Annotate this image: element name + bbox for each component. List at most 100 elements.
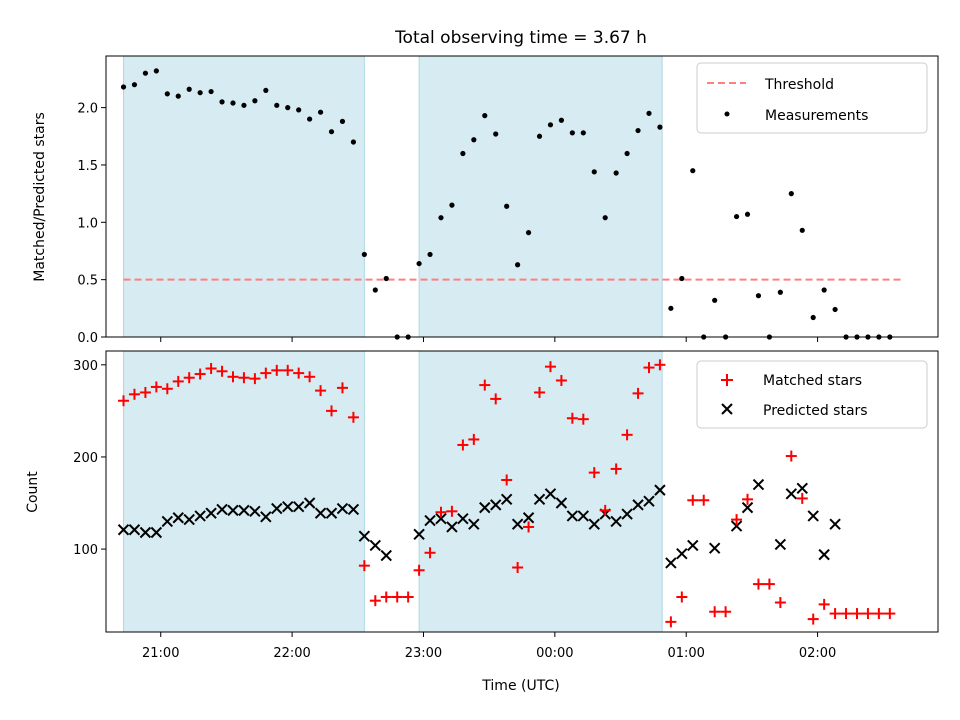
measurement-point (438, 215, 444, 221)
legend-threshold-label: Threshold (764, 77, 834, 93)
matched-star-point (687, 494, 699, 506)
measurement-point (788, 191, 794, 197)
legend-measurements-swatch (724, 111, 730, 117)
matched-star-point (183, 372, 195, 384)
matched-star-point (523, 521, 535, 533)
legend-predicted-swatch (721, 403, 733, 415)
bottom-y-tick-label: 100 (73, 543, 98, 558)
measurement-point (810, 314, 816, 321)
matched-star-point (818, 598, 830, 610)
matched-star-point (512, 562, 524, 574)
predicted-star-point (435, 512, 447, 525)
matched-star-point (698, 494, 710, 506)
chart-title: Total observing time = 3.67 h (394, 28, 647, 48)
predicted-star-point (205, 507, 217, 519)
matched-star-point (884, 608, 896, 620)
matched-star-point (424, 547, 436, 559)
top-y-tick-label: 0.0 (77, 331, 98, 346)
predicted-star-point (172, 512, 184, 524)
matched-star-point (315, 385, 327, 397)
measurement-point (821, 287, 827, 293)
matched-star-point (336, 382, 348, 394)
predicted-star-point (665, 557, 677, 569)
observing-band (123, 350, 365, 633)
matched-star-point (643, 362, 655, 374)
measurement-point (131, 82, 138, 88)
matched-star-point (720, 606, 732, 618)
predicted-star-point (632, 499, 644, 511)
measurement-point (120, 84, 127, 90)
matched-star-point (599, 504, 611, 516)
measurement-point (361, 251, 367, 258)
top-y-tick-label: 2.0 (77, 102, 98, 117)
measurement-point (252, 98, 258, 104)
predicted-star-point (774, 538, 787, 551)
predicted-star-point (238, 504, 250, 517)
matched-star-point (763, 578, 775, 590)
measurement-point (285, 105, 291, 111)
predicted-star-point (818, 548, 830, 561)
matched-star-point (534, 386, 546, 398)
x-tick-label: 00:00 (536, 646, 573, 661)
matched-star-point (413, 564, 425, 576)
matched-star-point (358, 560, 370, 572)
predicted-star-point (544, 488, 557, 500)
measurement-point (449, 202, 455, 208)
measurement-point (416, 260, 422, 267)
top-legend: Threshold Measurements (696, 62, 928, 134)
measurement-point (186, 86, 192, 92)
predicted-star-point (829, 518, 841, 530)
measurement-point (679, 275, 685, 282)
top-panel: Total observing time = 3.67 h Matched/Pr… (32, 28, 939, 346)
matched-star-point (402, 591, 414, 603)
predicted-star-point (380, 549, 392, 562)
measurement-point (274, 102, 280, 108)
measurement-point (153, 68, 159, 74)
measurement-point (755, 293, 762, 299)
matched-star-point (665, 616, 677, 628)
measurement-point (307, 116, 313, 122)
matched-star-point (490, 393, 502, 405)
measurement-points (120, 68, 893, 340)
matched-star-point (128, 388, 140, 400)
predicted-star-point (413, 528, 425, 541)
predicted-star-point (566, 510, 579, 522)
bottom-plot-frame (105, 350, 939, 633)
measurement-point (504, 203, 510, 209)
matched-star-point (873, 608, 885, 620)
predicted-star-point (358, 530, 371, 542)
predicted-star-point (282, 500, 294, 513)
predicted-star-point (730, 520, 743, 532)
matched-star-point (304, 371, 316, 383)
measurement-point (219, 99, 225, 105)
top-legend-box (696, 62, 928, 134)
matched-star-point (785, 450, 797, 462)
measurement-point (591, 169, 597, 175)
predicted-star-point (708, 542, 721, 554)
measurement-point (536, 133, 543, 139)
bottom-legend: Matched stars Predicted stars (696, 360, 928, 429)
matched-star-point (161, 383, 173, 395)
predicted-star-point (533, 493, 546, 506)
predicted-star-point (336, 502, 349, 515)
matched-star-point (150, 381, 162, 393)
bottom-x-ticks: 21:00 22:00 23:00 00:00 01:00 02:00 (142, 632, 836, 661)
predicted-star-point (752, 478, 765, 491)
matched-star-point (610, 463, 622, 475)
bottom-observing-bands (123, 350, 663, 633)
top-y-ticks: 0.0 0.5 1.0 1.5 2.0 (77, 102, 106, 346)
matched-star-point (205, 363, 217, 375)
matched-star-point (807, 613, 819, 625)
measurement-point (471, 137, 477, 143)
measurement-point (296, 107, 302, 113)
matched-star-point (326, 405, 338, 417)
predicted-star-point (314, 507, 327, 519)
matched-star-point (369, 595, 381, 607)
measurement-point (230, 100, 236, 106)
matched-star-point (347, 411, 359, 423)
matched-star-point (172, 375, 184, 387)
matched-star-point (468, 433, 480, 445)
measurement-point (733, 213, 740, 220)
predicted-star-point (303, 497, 316, 509)
predicted-star-point (347, 503, 360, 516)
